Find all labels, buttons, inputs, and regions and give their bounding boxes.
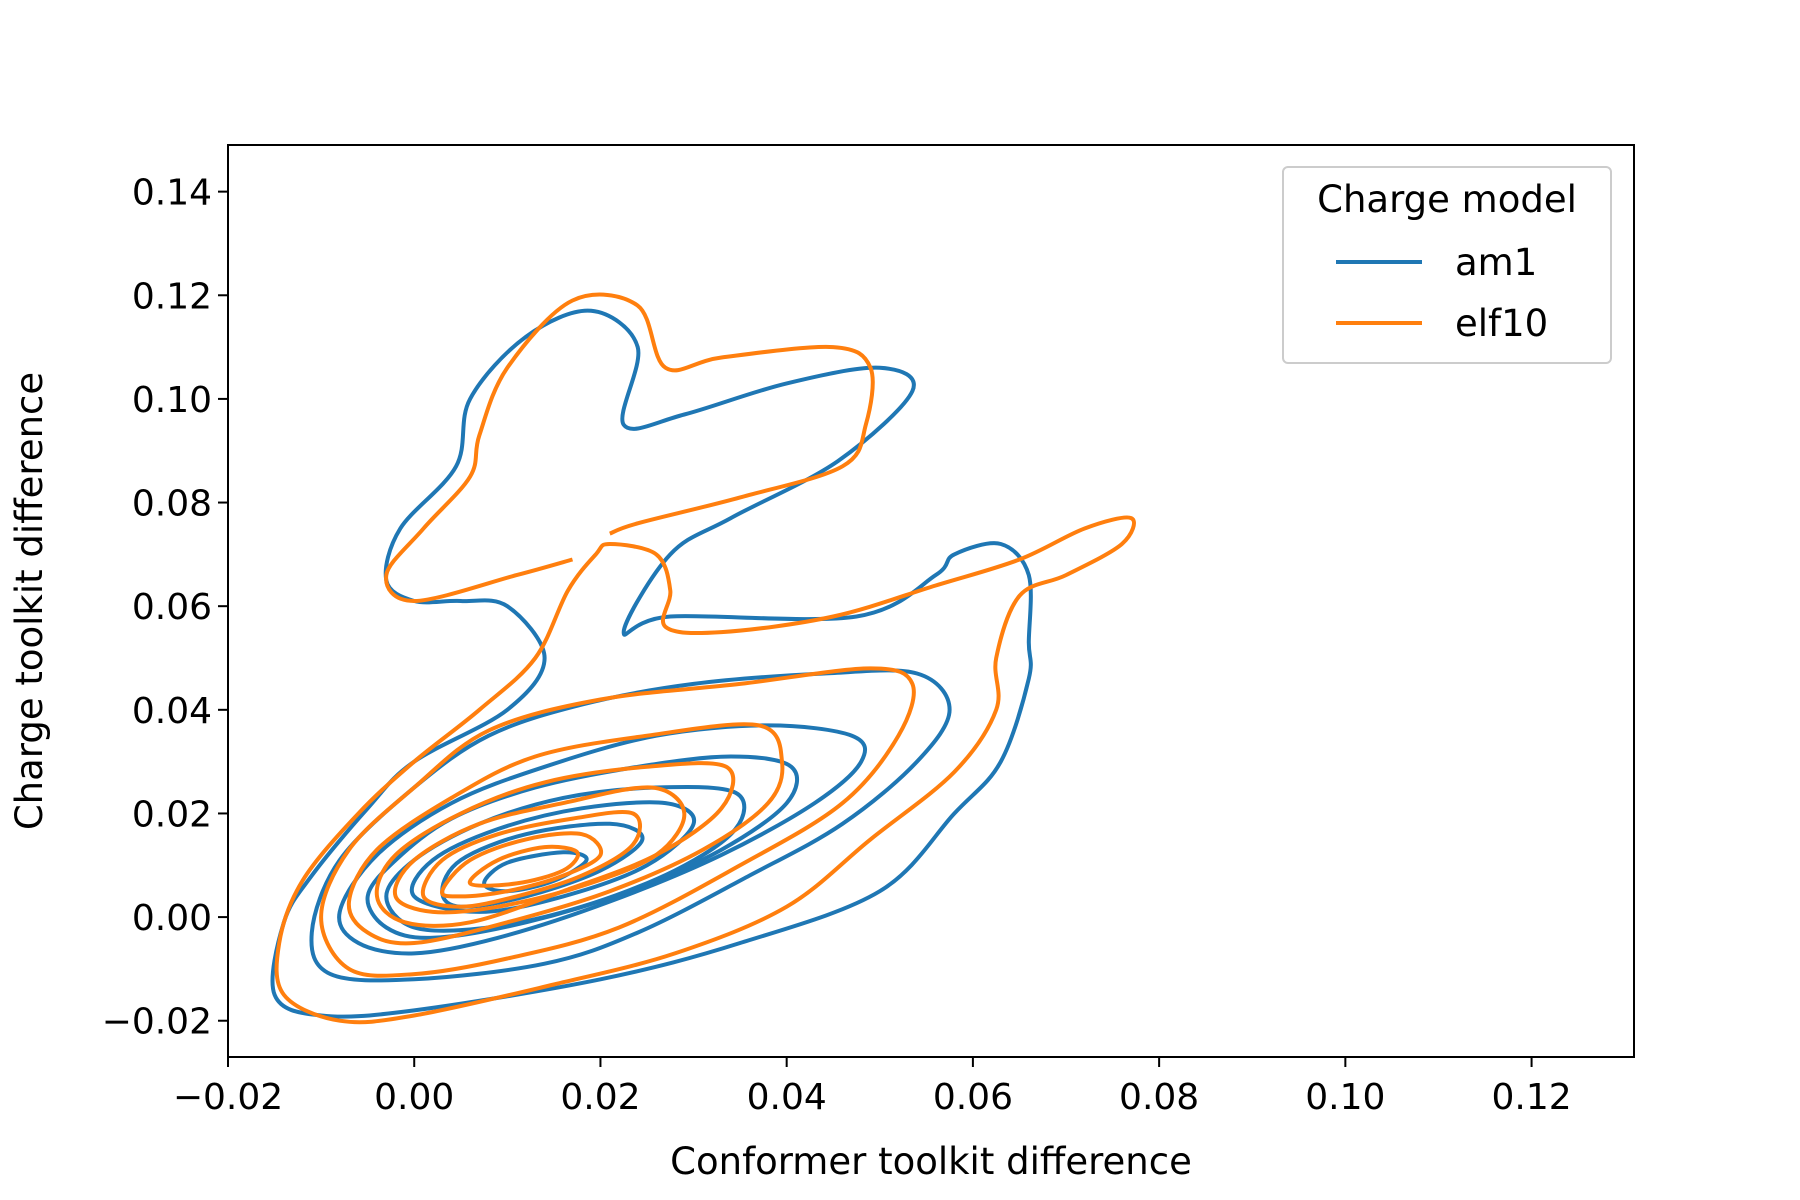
- y-tick-label: 0.12: [132, 276, 212, 317]
- x-tick-label: 0.04: [747, 1077, 827, 1118]
- x-axis-label: Conformer toolkit difference: [670, 1140, 1192, 1183]
- legend-box: [1282, 166, 1612, 364]
- legend-entry-elf10: elf10: [1455, 302, 1548, 345]
- contour-elf10-3: [346, 722, 785, 946]
- y-tick-label: −0.02: [102, 1002, 212, 1043]
- contour-elf10-0: [274, 515, 1136, 1025]
- contour-elf10-6: [420, 809, 643, 909]
- y-tick-label: 0.14: [132, 173, 212, 214]
- y-tick-label: 0.10: [132, 380, 212, 421]
- y-tick-label: 0.08: [132, 484, 212, 525]
- legend: Charge model am1 elf10: [1282, 166, 1612, 364]
- x-tick-label: 0.06: [933, 1077, 1013, 1118]
- x-tick-label: 0.02: [560, 1077, 640, 1118]
- contour-elf10-1: [384, 292, 875, 603]
- plot-frame: [227, 144, 1635, 1058]
- contour-am1-1: [309, 668, 952, 983]
- contour-am1-2: [337, 723, 868, 956]
- contour-elf10-4: [374, 761, 736, 928]
- contour-am1-0: [270, 308, 1033, 1019]
- contour-elf10-2: [319, 666, 916, 978]
- y-tick-label: 0.06: [132, 587, 212, 628]
- y-tick-label: 0.02: [132, 794, 212, 835]
- contour-layer: [270, 292, 1136, 1025]
- x-tick-label: 0.08: [1119, 1077, 1199, 1118]
- y-tick-label: 0.00: [132, 898, 212, 939]
- contour-elf10-8: [467, 844, 580, 888]
- x-tick-label: 0.00: [374, 1077, 454, 1118]
- contour-elf10-7: [440, 831, 604, 899]
- x-tick-label: −0.02: [173, 1077, 283, 1118]
- y-tick-label: 0.04: [132, 691, 212, 732]
- x-tick-label: 0.12: [1491, 1077, 1571, 1118]
- legend-title: Charge model: [1317, 178, 1577, 221]
- x-tick-label: 0.10: [1305, 1077, 1385, 1118]
- y-axis-ticks: −0.02 0.00 0.02 0.04 0.06 0.08 0.10 0.12 0.14: [102, 173, 228, 1043]
- y-axis-label: Charge toolkit difference: [8, 372, 51, 830]
- contour-elf10-5: [392, 785, 687, 915]
- legend-entry-am1: am1: [1455, 241, 1537, 284]
- x-axis-ticks: −0.02 0.00 0.02 0.04 0.06 0.08 0.10 0.12: [173, 1057, 1572, 1118]
